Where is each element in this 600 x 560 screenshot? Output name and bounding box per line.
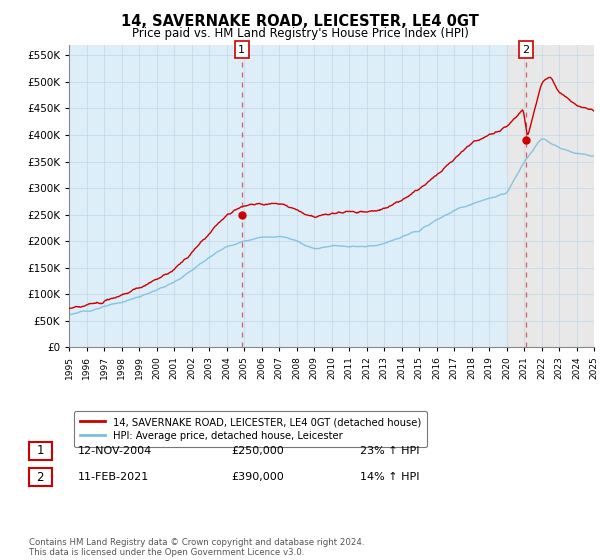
Text: Contains HM Land Registry data © Crown copyright and database right 2024.
This d: Contains HM Land Registry data © Crown c… bbox=[29, 538, 364, 557]
Text: 11-FEB-2021: 11-FEB-2021 bbox=[78, 472, 149, 482]
Text: 23% ↑ HPI: 23% ↑ HPI bbox=[360, 446, 419, 456]
Text: 1: 1 bbox=[37, 444, 44, 458]
Text: 2: 2 bbox=[37, 470, 44, 484]
Bar bbox=[506, 45, 594, 347]
Text: £250,000: £250,000 bbox=[231, 446, 284, 456]
Text: 12-NOV-2004: 12-NOV-2004 bbox=[78, 446, 152, 456]
Text: £390,000: £390,000 bbox=[231, 472, 284, 482]
Text: Price paid vs. HM Land Registry's House Price Index (HPI): Price paid vs. HM Land Registry's House … bbox=[131, 27, 469, 40]
Text: 14% ↑ HPI: 14% ↑ HPI bbox=[360, 472, 419, 482]
Legend: 14, SAVERNAKE ROAD, LEICESTER, LE4 0GT (detached house), HPI: Average price, det: 14, SAVERNAKE ROAD, LEICESTER, LE4 0GT (… bbox=[74, 411, 427, 447]
Text: 1: 1 bbox=[238, 45, 245, 55]
Text: 2: 2 bbox=[523, 45, 530, 55]
Text: 14, SAVERNAKE ROAD, LEICESTER, LE4 0GT: 14, SAVERNAKE ROAD, LEICESTER, LE4 0GT bbox=[121, 14, 479, 29]
